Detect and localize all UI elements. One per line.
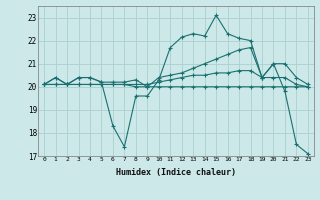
X-axis label: Humidex (Indice chaleur): Humidex (Indice chaleur) xyxy=(116,168,236,177)
